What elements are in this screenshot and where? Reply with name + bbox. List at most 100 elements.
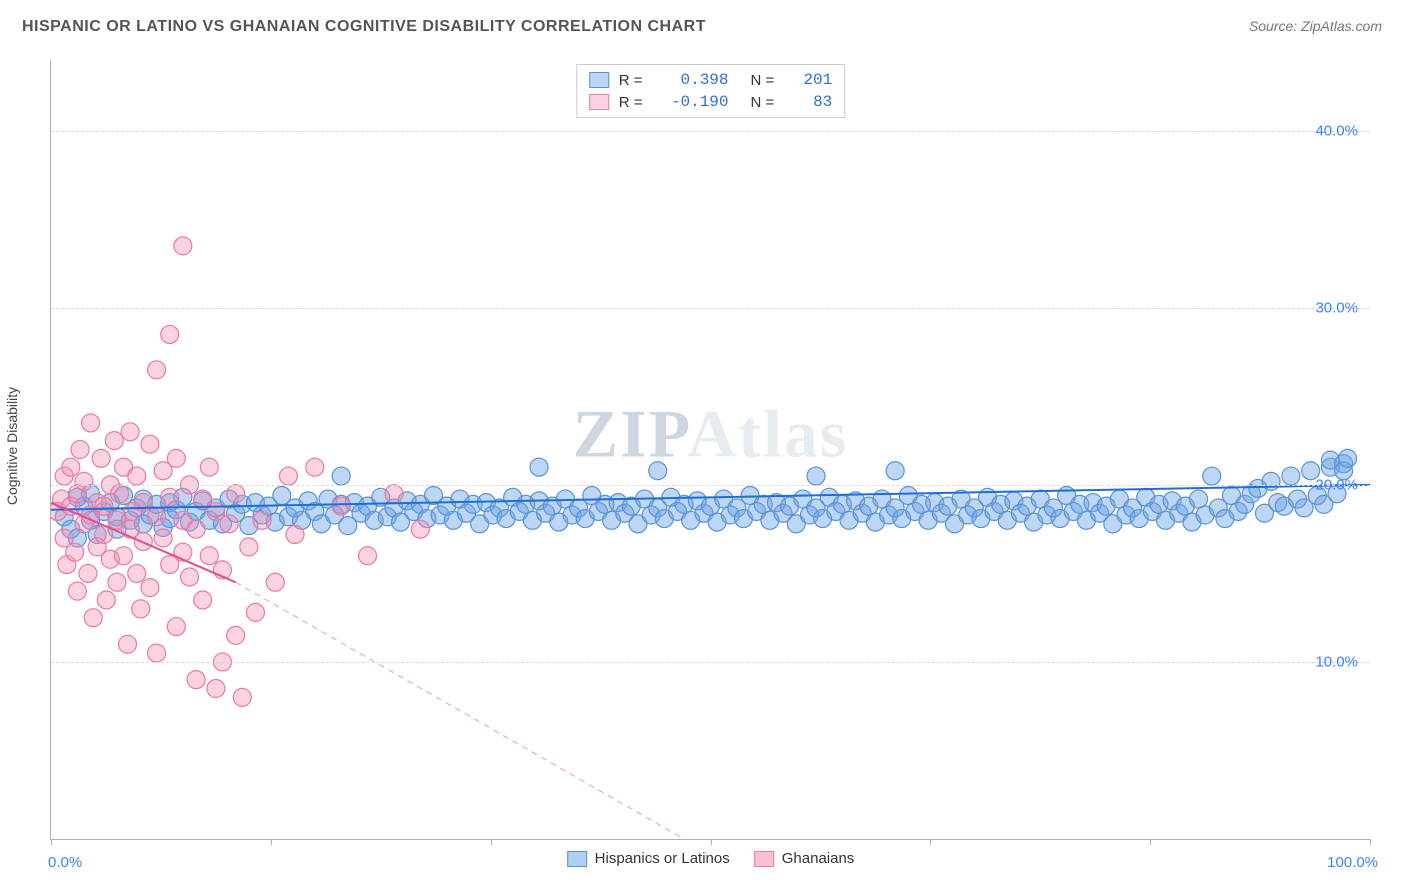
data-point [649,499,667,517]
legend-item-1: Hispanics or Latinos [567,850,730,867]
data-point [669,502,687,520]
data-point [530,458,548,476]
data-point [1117,506,1135,524]
data-point [108,511,126,529]
data-point [702,497,720,515]
data-point [332,497,350,515]
data-point [1282,467,1300,485]
data-point [174,237,192,255]
legend-r-value-2: -0.190 [657,93,729,111]
source-label: Source: [1249,18,1297,34]
data-point [95,502,113,520]
data-point [306,502,324,520]
data-point [998,511,1016,529]
data-point [134,515,152,533]
data-point [1124,499,1142,517]
data-point [1077,511,1095,529]
data-point [721,506,739,524]
data-point [111,485,129,503]
data-point [926,494,944,512]
data-point [1071,495,1089,513]
data-point [504,488,522,506]
data-point [1137,488,1155,506]
x-tick [1150,839,1151,845]
grid-line [51,308,1370,309]
data-point [1044,499,1062,517]
data-point [1196,506,1214,524]
data-point [187,502,205,520]
data-point [1183,513,1201,531]
data-point [1025,513,1043,531]
data-point [75,497,93,515]
data-point [1229,502,1247,520]
data-point [345,494,363,512]
data-point [332,495,350,513]
data-point [886,462,904,480]
data-point [794,490,812,508]
data-point [299,492,317,510]
source-link[interactable]: ZipAtlas.com [1301,18,1382,34]
data-point [97,591,115,609]
data-point [1130,510,1148,528]
data-point [286,499,304,517]
data-point [279,508,297,526]
data-point [55,508,73,526]
data-point [734,510,752,528]
data-point [1097,497,1115,515]
data-point [1216,510,1234,528]
data-point [1011,504,1029,522]
data-point [728,499,746,517]
data-point [1176,497,1194,515]
data-point [161,556,179,574]
data-point [359,497,377,515]
data-point [115,487,133,505]
data-point [79,564,97,582]
data-point [62,458,80,476]
data-point [55,467,73,485]
data-point [748,502,766,520]
plot-area: ZIPAtlas R = 0.398 N = 201 R = -0.190 N … [50,60,1370,840]
trend-line [51,503,236,583]
legend-row-series-2: R = -0.190 N = 83 [577,91,845,113]
data-point [161,325,179,343]
data-point [385,485,403,503]
data-point [58,556,76,574]
data-point [1031,490,1049,508]
data-point [82,485,100,503]
correlation-legend-box: R = 0.398 N = 201 R = -0.190 N = 83 [576,64,846,118]
data-point [398,492,416,510]
data-point [754,495,772,513]
data-point [1170,504,1188,522]
data-point [418,510,436,528]
data-point [1288,490,1306,508]
data-point [847,492,865,510]
data-point [866,513,884,531]
data-point [1051,510,1069,528]
data-point [200,511,218,529]
data-point [200,458,218,476]
data-point [636,490,654,508]
legend-swatch-bottom-2 [754,851,774,867]
data-point [134,494,152,512]
chart-root: HISPANIC OR LATINO VS GHANAIAN COGNITIVE… [0,0,1406,892]
data-point [220,515,238,533]
data-point [88,538,106,556]
data-point [411,520,429,538]
data-point [385,499,403,517]
legend-swatch-series-1 [589,72,609,88]
data-point [227,626,245,644]
data-point [774,504,792,522]
legend-n-value-2: 83 [788,93,832,111]
data-point [154,462,172,480]
data-point [266,573,284,591]
data-point [939,497,957,515]
data-point [207,499,225,517]
data-point [82,511,100,529]
data-point [128,467,146,485]
data-point [1262,472,1280,490]
data-point [101,494,119,512]
data-point [781,497,799,515]
data-point [952,490,970,508]
data-point [985,502,1003,520]
data-point [609,494,627,512]
